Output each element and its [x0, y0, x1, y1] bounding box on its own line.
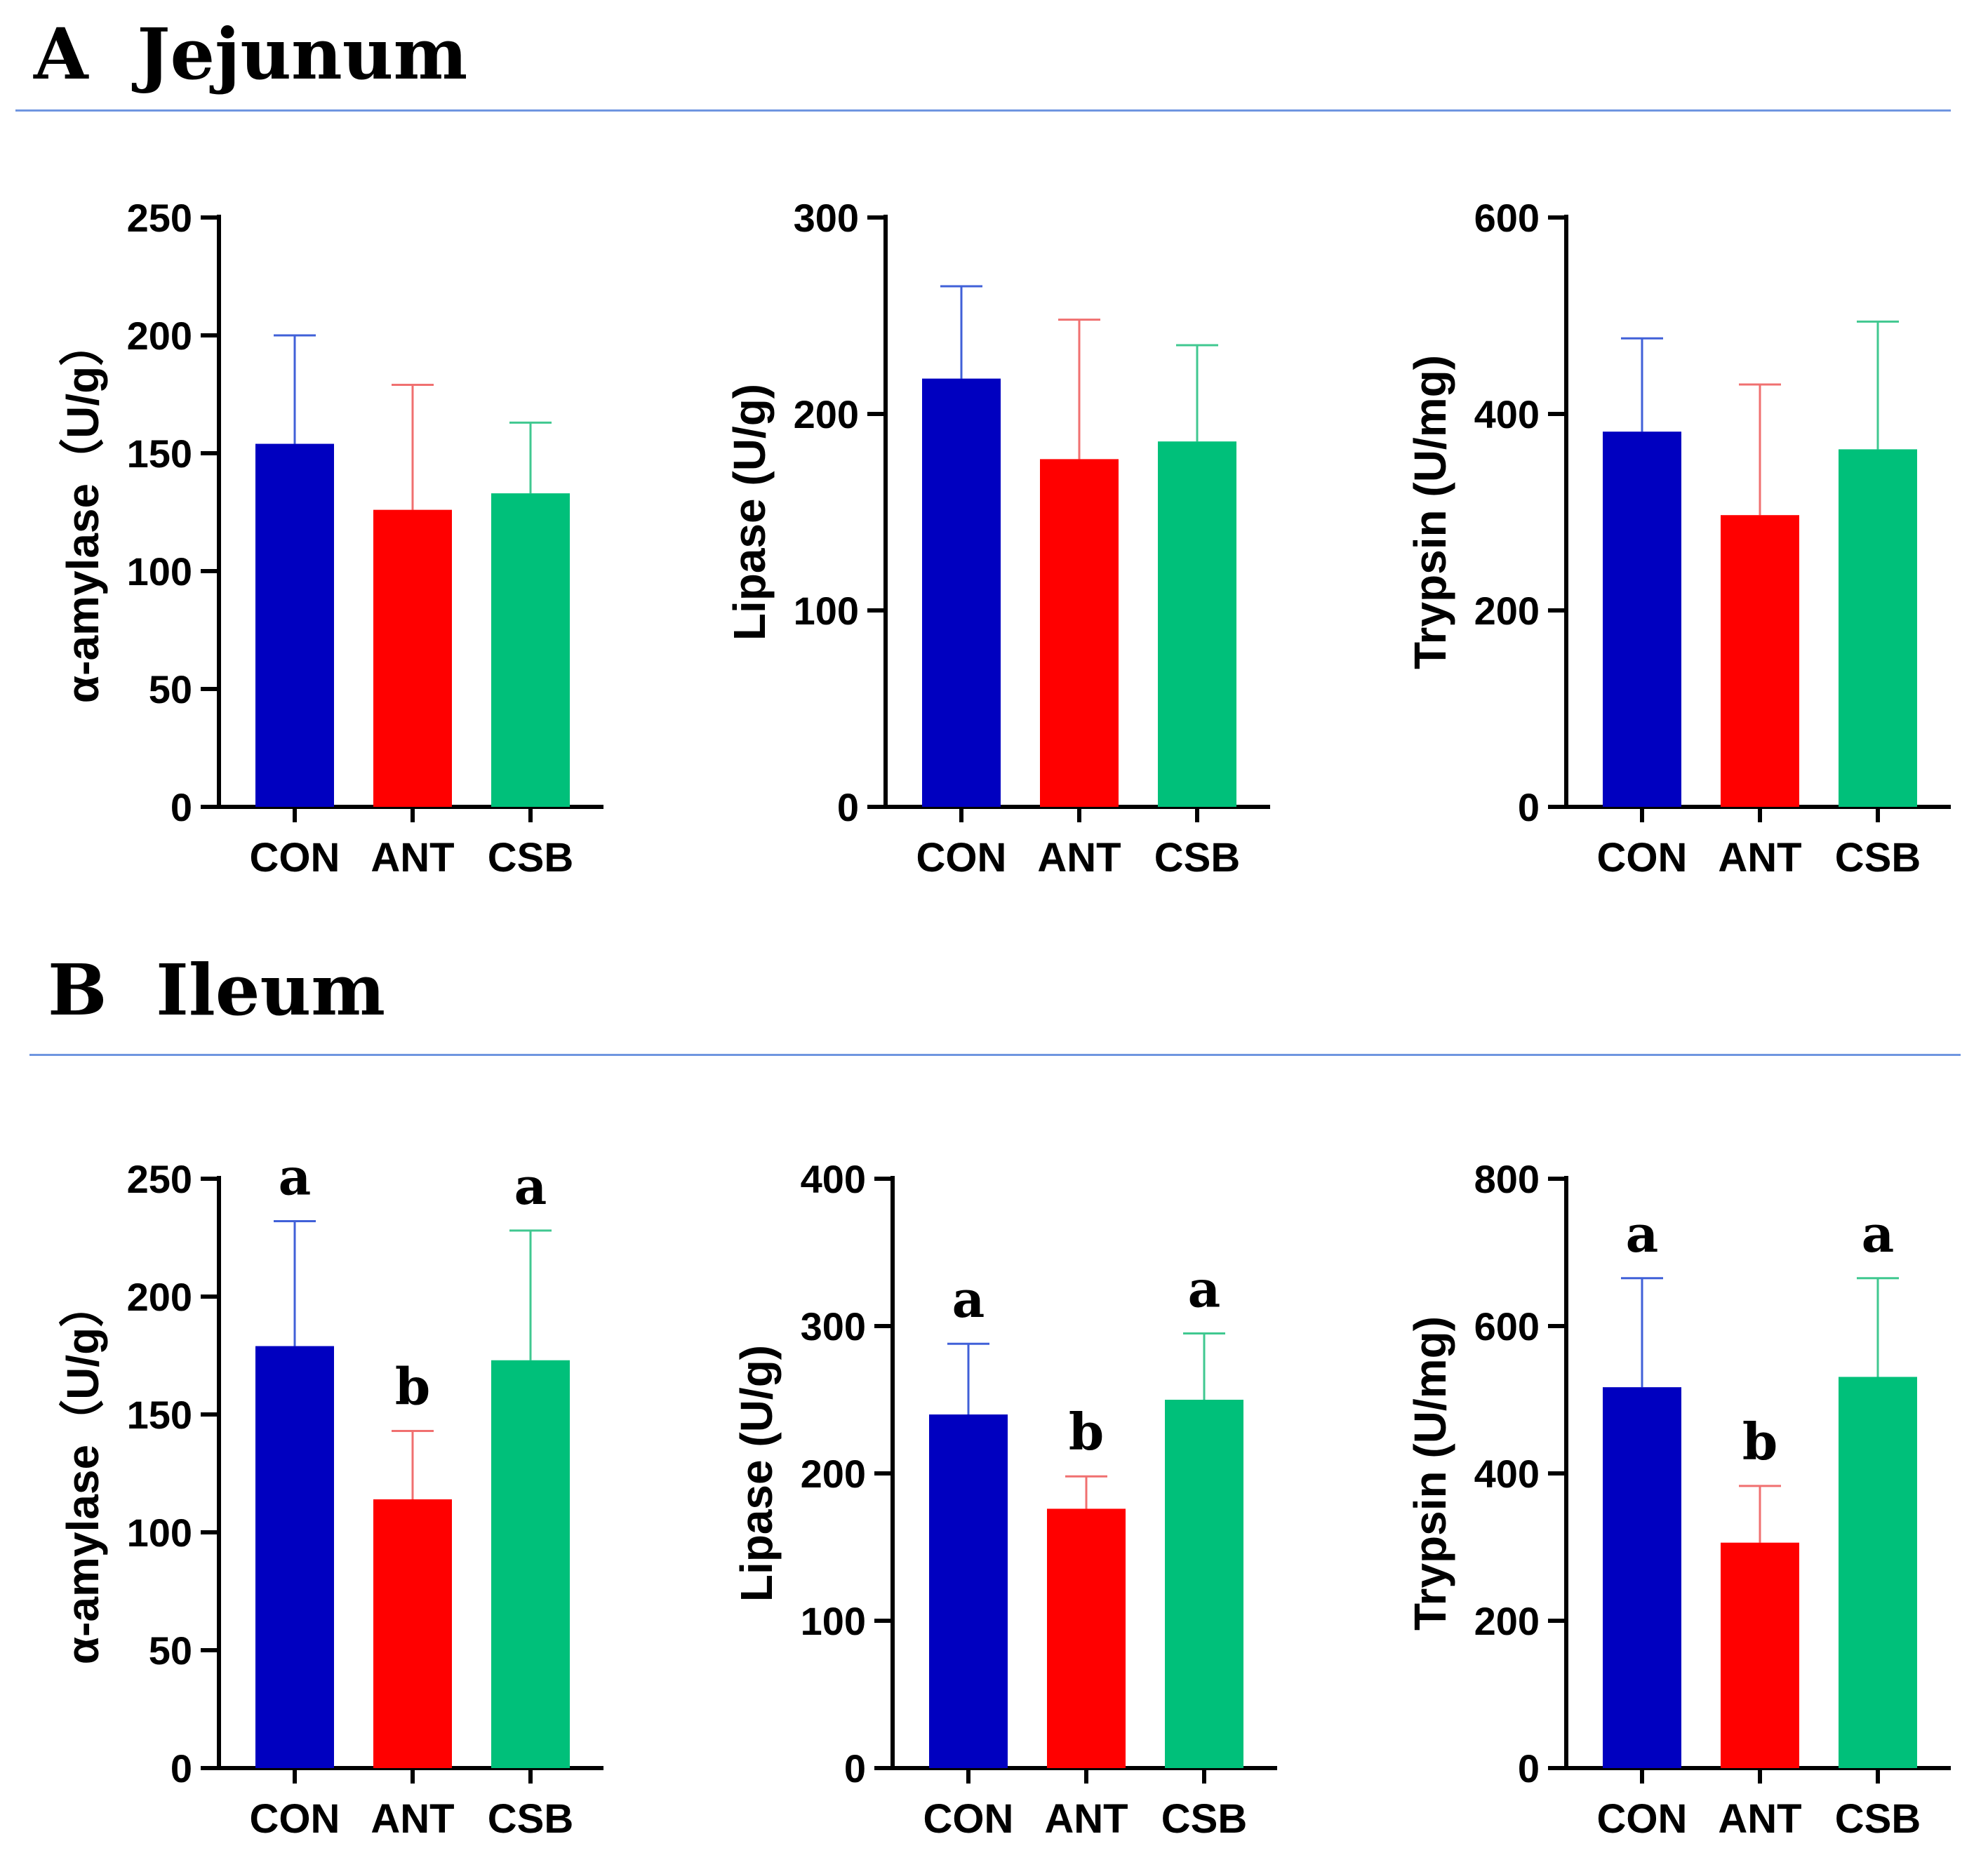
x-tick-label-con: CON — [250, 835, 340, 881]
bar-ant — [1721, 1542, 1799, 1768]
y-tick-label: 300 — [801, 1304, 866, 1349]
y-tick-label: 100 — [127, 1511, 192, 1555]
section-a-divider — [15, 109, 1951, 112]
chart-a-amylase: α-amylase（U/g） 0 50 100 150 200 250 CON ANT CSB — [58, 196, 603, 881]
y-axis-label: α-amylase（U/g） — [58, 321, 108, 703]
y-tick-label: 600 — [1474, 1304, 1540, 1349]
y-axis-label: Lipase (U/g) — [731, 1345, 782, 1602]
chart-b-lipase: Lipase (U/g) 0 100 200 300 400 CON a ANT b CSB a — [731, 1157, 1277, 1842]
y-tick-label: 0 — [171, 785, 192, 829]
bar-con — [1603, 431, 1681, 807]
chart-b-trypsin: Trypsin (U/mg) 0 200 400 600 800 CON a ANT b CSB a — [1405, 1157, 1951, 1842]
bar-csb — [1839, 449, 1917, 807]
y-tick-label: 800 — [1474, 1157, 1540, 1201]
bar-con — [255, 1346, 334, 1768]
significance-letter-con: a — [1626, 1204, 1659, 1264]
y-tick-label: 100 — [801, 1599, 866, 1643]
section-b-divider — [29, 1054, 1961, 1056]
y-tick-label: 300 — [794, 196, 859, 240]
y-axis-label: Trypsin (U/mg) — [1405, 1316, 1455, 1631]
significance-letter-ant: b — [1742, 1412, 1777, 1471]
bar-csb — [1158, 441, 1236, 807]
y-tick-label: 200 — [794, 392, 859, 436]
bar-ant — [373, 1499, 452, 1768]
y-tick-label: 400 — [801, 1157, 866, 1201]
x-tick-label-csb: CSB — [1835, 1796, 1921, 1842]
y-tick-label: 200 — [1474, 589, 1540, 633]
chart-a-trypsin: Trypsin (U/mg) 0 200 400 600 CON ANT CSB — [1405, 196, 1951, 881]
x-tick-label-con: CON — [1597, 1796, 1688, 1842]
chart-b-amylase: α-amylase（U/g） 0 50 100 150 200 250 CON a ANT b CSB… — [58, 1146, 603, 1842]
y-tick-label: 200 — [127, 1275, 192, 1319]
significance-letter-ant: b — [1069, 1402, 1104, 1461]
bar-csb — [491, 1360, 570, 1768]
bar-con — [1603, 1387, 1681, 1768]
section-b-title: B Ileum — [48, 949, 386, 1031]
section-a-title: A Jejunum — [34, 13, 468, 95]
bar-ant — [1047, 1508, 1126, 1768]
significance-letter-con: a — [279, 1146, 312, 1206]
bar-con — [255, 443, 334, 807]
x-tick-label-ant: ANT — [1037, 835, 1121, 881]
x-tick-label-ant: ANT — [1044, 1796, 1128, 1842]
x-tick-label-ant: ANT — [1718, 1796, 1801, 1842]
significance-letter-csb: a — [1188, 1259, 1221, 1319]
x-tick-label-con: CON — [1597, 835, 1688, 881]
bar-ant — [1721, 515, 1799, 807]
significance-letter-ant: b — [395, 1357, 430, 1417]
bar-csb — [1839, 1377, 1917, 1768]
bar-con — [929, 1414, 1008, 1768]
y-tick-label: 400 — [1474, 392, 1540, 436]
bar-con — [922, 378, 1001, 807]
significance-letter-con: a — [952, 1269, 985, 1329]
x-tick-label-ant: ANT — [371, 1796, 454, 1842]
significance-letter-csb: a — [514, 1156, 547, 1216]
x-tick-label-con: CON — [923, 1796, 1014, 1842]
y-tick-label: 100 — [794, 589, 859, 633]
x-tick-label-ant: ANT — [1718, 835, 1801, 881]
x-tick-label-csb: CSB — [488, 1796, 573, 1842]
y-tick-label: 600 — [1474, 196, 1540, 240]
y-tick-label: 0 — [844, 1746, 866, 1791]
y-tick-label: 200 — [127, 314, 192, 358]
x-tick-label-csb: CSB — [488, 835, 573, 881]
y-tick-label: 0 — [1518, 785, 1540, 829]
y-axis-label: Lipase (U/g) — [724, 384, 775, 641]
x-tick-label-csb: CSB — [1835, 835, 1921, 881]
y-tick-label: 0 — [171, 1746, 192, 1791]
x-tick-label-csb: CSB — [1161, 1796, 1247, 1842]
significance-letter-csb: a — [1862, 1204, 1895, 1264]
x-tick-label-con: CON — [250, 1796, 340, 1842]
y-tick-label: 200 — [801, 1452, 866, 1496]
bar-csb — [491, 493, 570, 807]
y-tick-label: 400 — [1474, 1452, 1540, 1496]
y-tick-label: 150 — [127, 431, 192, 476]
bar-ant — [373, 509, 452, 807]
y-tick-label: 250 — [127, 196, 192, 240]
x-tick-label-csb: CSB — [1154, 835, 1240, 881]
y-tick-label: 0 — [1518, 1746, 1540, 1791]
y-tick-label: 200 — [1474, 1599, 1540, 1643]
y-tick-label: 50 — [149, 667, 192, 711]
y-tick-label: 50 — [149, 1628, 192, 1673]
chart-a-lipase: Lipase (U/g) 0 100 200 300 CON ANT CSB — [724, 196, 1270, 881]
y-tick-label: 100 — [127, 549, 192, 594]
x-tick-label-con: CON — [916, 835, 1007, 881]
y-tick-label: 250 — [127, 1157, 192, 1201]
bar-csb — [1165, 1400, 1243, 1768]
y-axis-label: Trypsin (U/mg) — [1405, 355, 1455, 669]
y-axis-label: α-amylase（U/g） — [58, 1283, 108, 1664]
x-tick-label-ant: ANT — [371, 835, 454, 881]
bar-ant — [1040, 459, 1119, 807]
y-tick-label: 150 — [127, 1393, 192, 1437]
y-tick-label: 0 — [837, 785, 859, 829]
